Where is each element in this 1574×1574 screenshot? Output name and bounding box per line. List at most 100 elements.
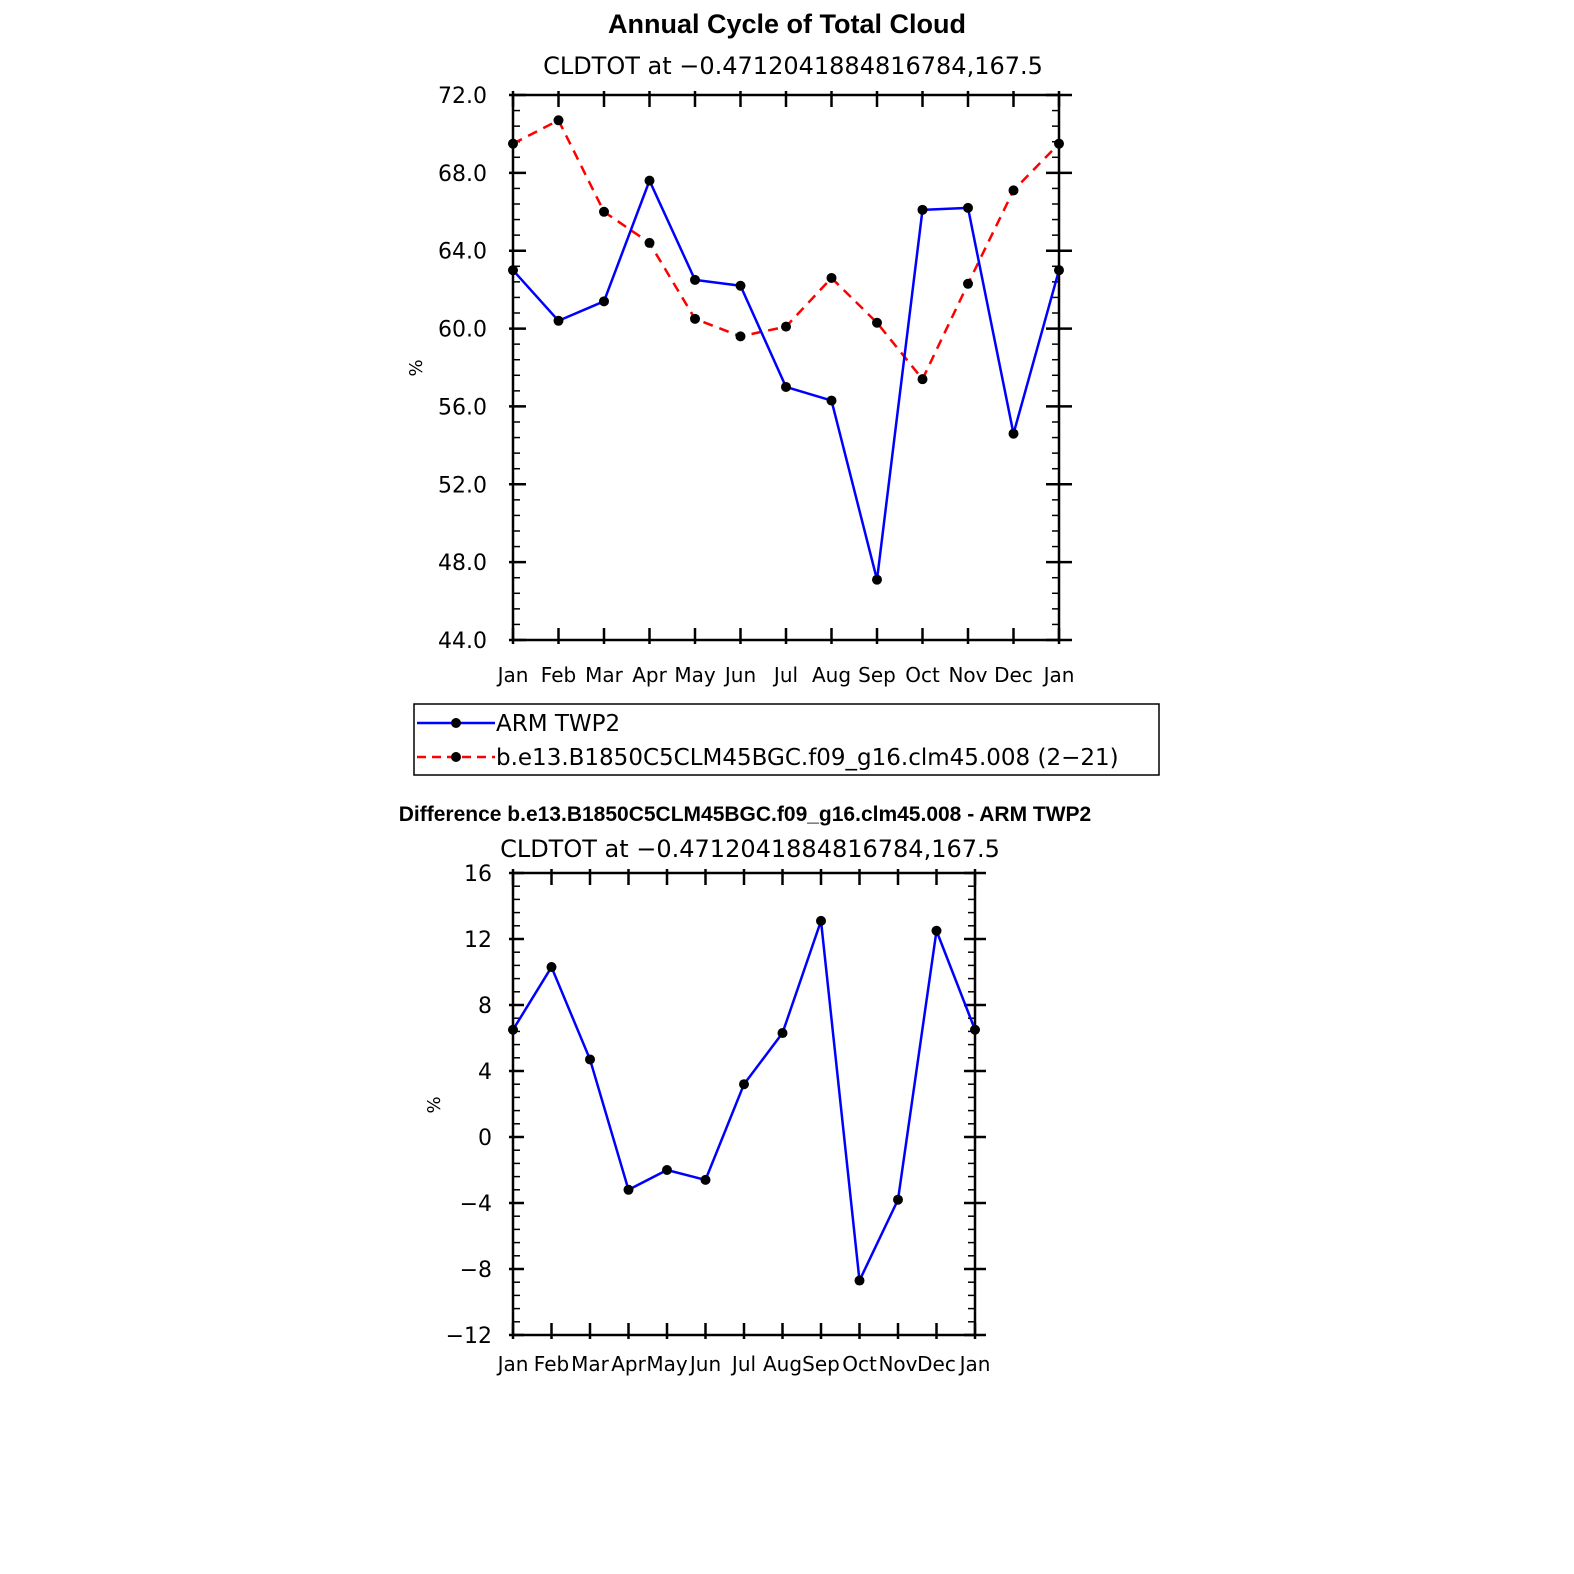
- difference-x-tick-label: May: [646, 1352, 688, 1376]
- y-tick-label: 56.0: [438, 395, 487, 420]
- x-tick-label: May: [674, 663, 716, 687]
- difference-y-tick-label: 0: [478, 1126, 492, 1151]
- data-point-0: [963, 202, 973, 213]
- x-tick-label: Apr: [632, 663, 667, 687]
- y-tick-label: 72.0: [438, 84, 487, 109]
- data-point-0: [735, 280, 746, 291]
- y-tick-label: 60.0: [438, 318, 487, 343]
- legend-label-arm-twp2: ARM TWP2: [496, 711, 620, 737]
- difference-plot-axes: Jan Feb Mar Apr May Jun Jul Aug Sep Oct Nov Dec Jan−…: [446, 862, 991, 1376]
- difference-x-tick-label: Dec: [917, 1352, 956, 1376]
- data-point-0: [690, 274, 700, 285]
- difference-data-point-0: [623, 1184, 634, 1195]
- difference-y-tick-label: −4: [460, 1192, 492, 1217]
- difference-data-point-0: [508, 1024, 518, 1035]
- difference-x-tick-label: Feb: [534, 1352, 569, 1376]
- data-point-1: [917, 374, 928, 385]
- difference-y-tick-label: 12: [464, 928, 492, 953]
- difference-data-point-0: [970, 1024, 980, 1035]
- difference-data-point-0: [854, 1275, 865, 1286]
- difference-chart-subtitle: CLDTOT at −0.4712041884816784,167.5: [500, 835, 1000, 863]
- difference-data-point-0: [893, 1194, 903, 1205]
- data-point-1: [599, 206, 609, 217]
- plot-axes: Jan Feb Mar Apr May Jun Jul Aug Sep Oct Nov Dec Jan 4…: [438, 84, 1074, 687]
- data-point-1: [735, 331, 746, 342]
- x-tick-label: Nov: [948, 663, 987, 687]
- chart-subtitle: CLDTOT at −0.4712041884816784,167.5: [543, 52, 1043, 80]
- difference-data-point-0: [585, 1054, 595, 1065]
- difference-chart-title: Difference b.e13.B1850C5CLM45BGC.f09_g16…: [399, 803, 1092, 826]
- y-tick-label: 68.0: [438, 162, 487, 187]
- difference-x-tick-label: Mar: [571, 1352, 610, 1376]
- difference-y-tick-label: −12: [446, 1324, 492, 1349]
- difference-x-tick-label: Jan: [958, 1352, 991, 1376]
- difference-y-tick-label: −8: [460, 1258, 492, 1283]
- x-tick-label: Aug: [812, 663, 851, 687]
- difference-x-tick-label: Jan: [496, 1352, 529, 1376]
- y-tick-label: 48.0: [438, 551, 487, 576]
- x-tick-label: Jun: [723, 663, 756, 687]
- x-tick-label: Sep: [858, 663, 896, 687]
- difference-x-tick-label: Aug: [763, 1352, 802, 1376]
- data-point-0: [1054, 265, 1064, 276]
- data-point-1: [553, 115, 564, 126]
- difference-y-tick-label: 4: [478, 1060, 492, 1085]
- difference-x-tick-label: Jul: [730, 1352, 756, 1376]
- x-tick-label: Mar: [585, 663, 624, 687]
- data-point-0: [599, 296, 609, 307]
- data-point-1: [872, 317, 882, 328]
- y-tick-label: 52.0: [438, 473, 487, 498]
- data-point-1: [963, 278, 973, 289]
- x-tick-label: Dec: [994, 663, 1033, 687]
- y-tick-label: 64.0: [438, 240, 487, 265]
- data-point-1: [1054, 138, 1064, 149]
- difference-y-tick-label: 16: [464, 862, 492, 887]
- difference-data-point-0: [546, 962, 557, 973]
- data-point-1: [826, 272, 837, 283]
- x-tick-label: Jul: [772, 663, 798, 687]
- difference-data-point-0: [777, 1028, 788, 1039]
- y-tick-label: 44.0: [438, 629, 487, 654]
- annual-cycle-chart: Annual Cycle of Total Cloud CLDTOT at −0…: [406, 9, 1074, 687]
- data-point-0: [644, 175, 655, 186]
- difference-data-point-0: [662, 1165, 672, 1175]
- data-point-0: [917, 204, 928, 215]
- plot-marks: [508, 115, 1064, 585]
- x-tick-label: Jan: [496, 663, 529, 687]
- difference-data-point-0: [739, 1079, 749, 1090]
- y-axis-label: %: [406, 359, 427, 376]
- chart-title: Annual Cycle of Total Cloud: [608, 9, 966, 39]
- data-point-1: [644, 237, 655, 248]
- difference-x-tick-label: Oct: [842, 1352, 877, 1376]
- data-point-0: [553, 315, 564, 326]
- data-point-1: [508, 138, 518, 149]
- difference-x-tick-label: Jun: [688, 1352, 721, 1376]
- legend-label-model: b.e13.B1850C5CLM45BGC.f09_g16.clm45.008 …: [496, 745, 1119, 771]
- data-point-1: [690, 313, 700, 324]
- difference-x-tick-label: Apr: [611, 1352, 646, 1376]
- data-point-0: [781, 381, 791, 392]
- difference-y-axis-label: %: [424, 1096, 445, 1113]
- legend-box: [413, 703, 1160, 776]
- data-point-0: [508, 265, 518, 276]
- data-point-1: [1008, 185, 1019, 196]
- data-point-0: [1008, 428, 1019, 439]
- difference-data-point-0: [700, 1174, 711, 1185]
- difference-plot-marks: [508, 915, 980, 1286]
- legend: ARM TWP2 b.e13.B1850C5CLM45BGC.f09_g16.c…: [413, 703, 1160, 776]
- difference-x-tick-label: Sep: [802, 1352, 840, 1376]
- difference-x-tick-label: Nov: [878, 1352, 917, 1376]
- difference-data-point-0: [931, 925, 942, 936]
- legend-marker-arm-twp2: [451, 718, 461, 728]
- difference-y-tick-label: 8: [478, 994, 492, 1019]
- x-tick-label: Jan: [1042, 663, 1075, 687]
- data-point-0: [826, 395, 837, 406]
- x-tick-label: Oct: [905, 663, 940, 687]
- legend-marker-model: [451, 752, 461, 762]
- difference-chart: Difference b.e13.B1850C5CLM45BGC.f09_g16…: [399, 803, 1092, 1376]
- x-tick-label: Feb: [541, 663, 576, 687]
- data-point-0: [872, 574, 882, 585]
- difference-data-point-0: [816, 915, 826, 926]
